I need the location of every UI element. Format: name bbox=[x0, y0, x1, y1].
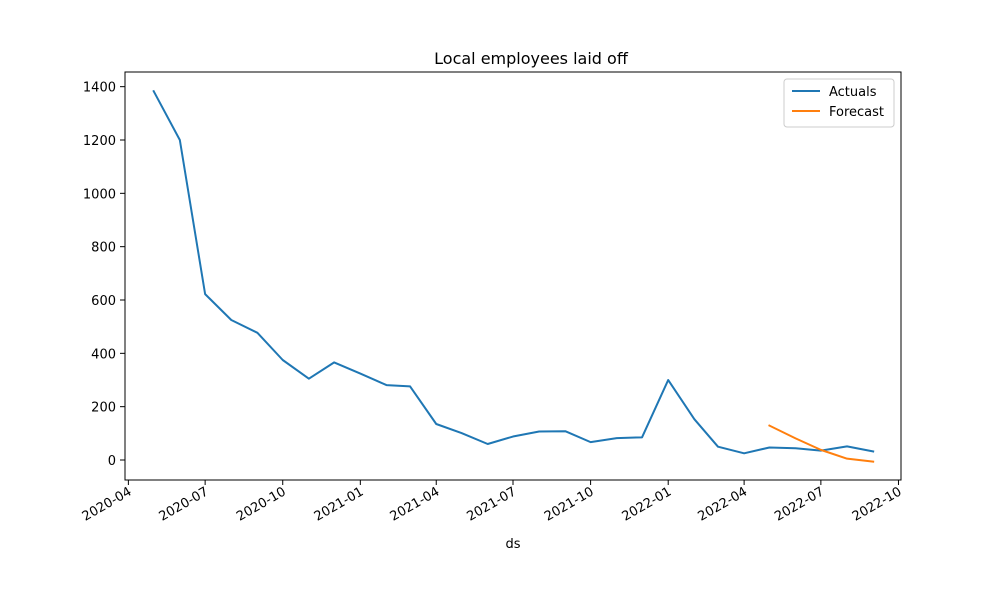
y-tick-label: 400 bbox=[91, 347, 116, 362]
legend-forecast-label: Forecast bbox=[829, 105, 884, 120]
y-tick-label: 200 bbox=[91, 401, 116, 416]
y-tick-label: 0 bbox=[108, 454, 116, 469]
y-tick-label: 1200 bbox=[83, 134, 116, 149]
series-line-forecast bbox=[768, 424, 875, 463]
y-tick-label: 1400 bbox=[83, 81, 116, 96]
x-axis-label: ds bbox=[505, 537, 520, 552]
series-layer bbox=[152, 89, 875, 463]
y-tick-label: 800 bbox=[91, 241, 116, 256]
y-tick-label: 600 bbox=[91, 294, 116, 309]
plot-area-frame bbox=[124, 71, 902, 481]
series-line-actuals bbox=[152, 89, 875, 455]
y-tick-label: 1000 bbox=[83, 187, 116, 202]
y-axis: 0 200 400 600 800 1000 1200 1400 bbox=[83, 81, 125, 469]
chart-title: Local employees laid off bbox=[434, 49, 629, 68]
legend-actuals-label: Actuals bbox=[829, 85, 877, 100]
legend: Actuals Forecast bbox=[783, 78, 895, 128]
